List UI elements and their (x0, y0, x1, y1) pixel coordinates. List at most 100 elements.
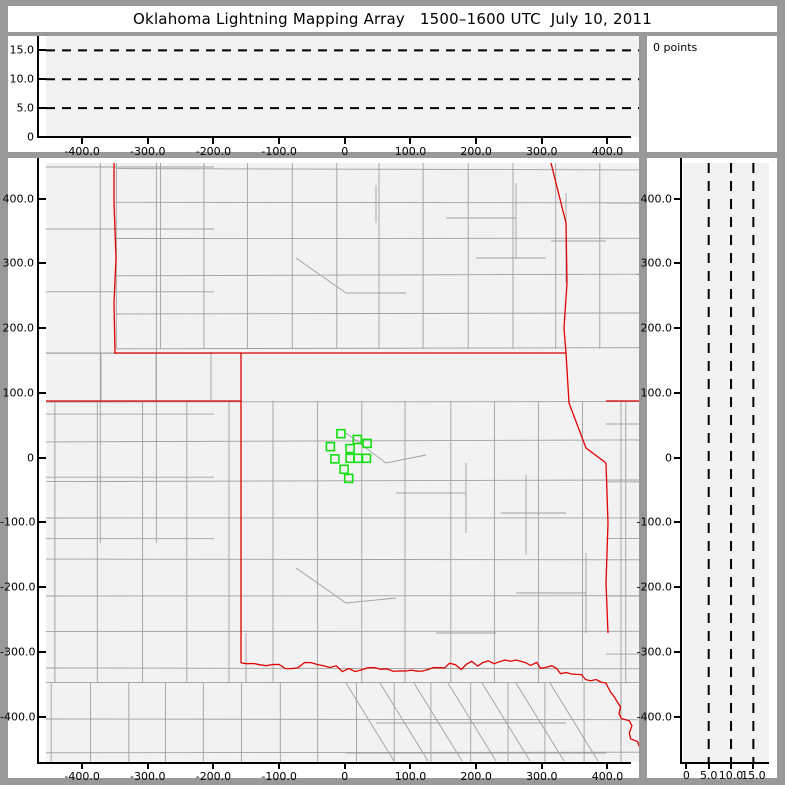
time-height-x-tick-label: 400.0 (591, 145, 624, 158)
map-x-tick (146, 763, 149, 769)
time-height-panel[interactable] (8, 36, 639, 152)
lma-station-marker (362, 438, 372, 449)
map-y-tick (39, 586, 46, 589)
lma-station-marker (345, 453, 355, 464)
time-height-x-tick (343, 138, 346, 144)
time-height-x-tick (475, 138, 478, 144)
map-y-axis-line (37, 158, 39, 763)
height-east-y-tick (674, 715, 681, 718)
height-east-y-tick (674, 521, 681, 524)
map-y-tick-label: 0 (27, 451, 34, 465)
map-y-tick-label: -400.0 (0, 710, 36, 724)
map-y-tick (39, 327, 46, 330)
map-panel[interactable] (8, 158, 639, 778)
height-east-plot-area[interactable] (681, 163, 769, 762)
time-height-x-tick (409, 138, 412, 144)
time-height-x-tick-label: -100.0 (261, 145, 297, 158)
height-east-y-tick-label: 300.0 (640, 256, 673, 270)
time-height-x-tick (606, 138, 609, 144)
time-height-x-tick-label: 200.0 (460, 145, 492, 158)
height-east-x-tick (685, 763, 688, 769)
lma-station-marker (330, 454, 340, 464)
time-height-plot-area[interactable] (46, 36, 639, 137)
info-panel[interactable]: 0 points (647, 36, 777, 152)
height-east-panel[interactable] (647, 158, 777, 778)
height-east-y-tick (674, 391, 681, 394)
lma-station-marker (325, 441, 336, 452)
map-x-tick (475, 763, 478, 769)
height-east-y-tick-label: 400.0 (640, 192, 673, 206)
map-x-axis-line (37, 762, 631, 764)
map-plot-area[interactable] (46, 163, 639, 762)
height-east-y-tick-label: 200.0 (640, 321, 673, 335)
height-east-x-tick-label: 10.0 (718, 769, 744, 782)
map-x-tick-label: 100.0 (394, 770, 427, 783)
height-east-x-tick-label: 0 (682, 769, 690, 782)
map-y-tick-label: 300.0 (2, 256, 35, 270)
page-title: Oklahoma Lightning Mapping Array 1500–16… (133, 10, 652, 28)
map-x-tick (278, 763, 281, 769)
time-height-x-tick (146, 138, 149, 144)
map-y-tick-label: -200.0 (0, 580, 36, 594)
map-y-tick (39, 521, 46, 524)
map-x-tick (540, 763, 543, 769)
height-east-x-tick (707, 763, 710, 769)
height-east-x-tick-label: 15.0 (741, 769, 766, 782)
map-x-tick (606, 763, 609, 769)
height-east-x-tick (730, 763, 733, 769)
map-y-tick (39, 456, 46, 459)
map-x-tick-label: -400.0 (64, 770, 100, 783)
time-height-y-tick-label: 15.0 (9, 43, 35, 57)
map-x-tick (409, 763, 412, 769)
map-x-tick-label: 400.0 (591, 770, 624, 783)
time-height-y-tick-label: 10.0 (9, 72, 35, 86)
height-east-gridlines (707, 163, 755, 762)
state-boundaries-layer (46, 163, 639, 748)
map-x-tick-label: -200.0 (195, 770, 232, 783)
lma-station-marker (336, 428, 346, 439)
map-y-tick-label: -100.0 (0, 515, 36, 529)
map-x-tick-label: 300.0 (526, 770, 558, 783)
title-bar: Oklahoma Lightning Mapping Array 1500–16… (8, 6, 777, 32)
map-y-tick (39, 391, 46, 394)
height-east-y-tick (674, 197, 681, 200)
lma-station-marker (345, 443, 355, 454)
height-east-y-tick (674, 586, 681, 589)
map-y-tick (39, 650, 46, 653)
time-height-y-tick (39, 49, 46, 52)
time-height-x-tick (540, 138, 543, 144)
map-x-tick (212, 763, 215, 769)
height-east-y-tick-label: -400.0 (636, 710, 672, 724)
map-y-tick-label: 200.0 (2, 321, 35, 335)
time-height-x-axis-line (37, 136, 631, 138)
lma-station-marker (353, 453, 363, 464)
time-height-x-tick (81, 138, 84, 144)
time-height-y-tick (39, 136, 46, 138)
height-east-x-tick (752, 763, 755, 769)
time-height-y-tick-label: 5.0 (16, 101, 35, 115)
point-count-label: 0 points (653, 41, 698, 54)
time-height-x-tick-label: -200.0 (195, 145, 232, 158)
height-east-y-tick (674, 327, 681, 330)
time-height-x-tick-label: -400.0 (64, 145, 100, 158)
time-height-x-tick (212, 138, 215, 144)
map-y-tick (39, 197, 46, 200)
map-y-tick-label: 100.0 (2, 386, 35, 400)
height-east-y-tick-label: -100.0 (636, 515, 672, 529)
map-geography (46, 163, 639, 762)
height-east-y-tick-label: 0 (665, 451, 672, 465)
height-east-y-axis-line (680, 158, 682, 763)
map-y-tick-label: -300.0 (0, 645, 36, 659)
map-x-tick (343, 763, 346, 769)
lma-station-marker (361, 453, 372, 464)
lma-station-marker (339, 464, 349, 475)
height-east-y-tick-label: 100.0 (640, 386, 673, 400)
time-height-x-tick (278, 138, 281, 144)
time-height-gridlines (46, 49, 639, 110)
time-height-y-axis-line (37, 36, 39, 137)
map-y-tick (39, 715, 46, 718)
height-east-y-tick-label: -300.0 (636, 645, 672, 659)
time-height-y-tick (39, 107, 46, 110)
map-x-tick (81, 763, 84, 769)
